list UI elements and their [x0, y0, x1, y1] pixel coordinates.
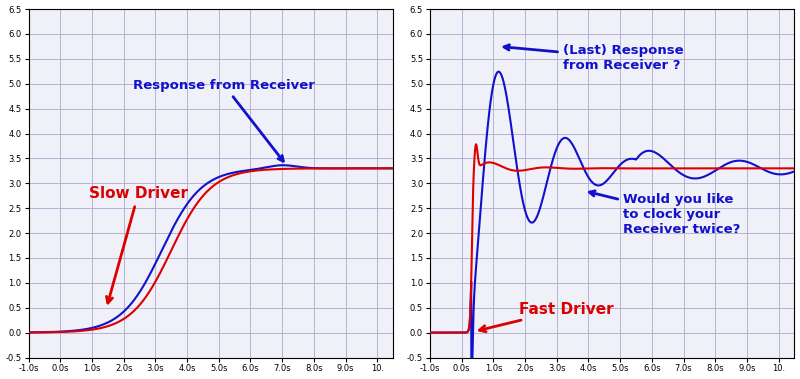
Text: (Last) Response
from Receiver ?: (Last) Response from Receiver ? — [504, 44, 684, 72]
Text: Fast Driver: Fast Driver — [479, 302, 614, 332]
Text: Slow Driver: Slow Driver — [89, 186, 188, 303]
Text: Response from Receiver: Response from Receiver — [134, 79, 315, 161]
Text: Would you like
to clock your
Receiver twice?: Would you like to clock your Receiver tw… — [590, 191, 741, 236]
